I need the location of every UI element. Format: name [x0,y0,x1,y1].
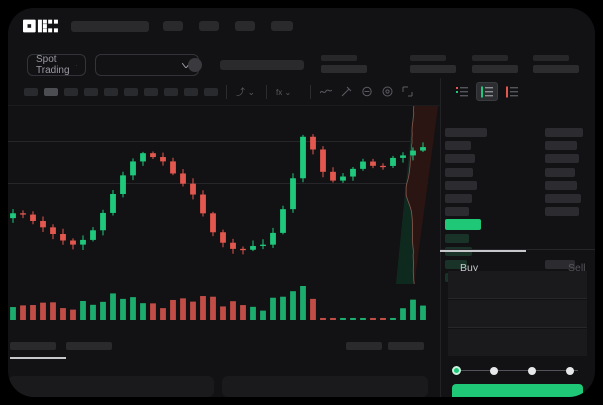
svg-text:fx ⌄: fx ⌄ [276,88,291,97]
svg-text:⤴ ⌄: ⤴ ⌄ [236,87,255,97]
